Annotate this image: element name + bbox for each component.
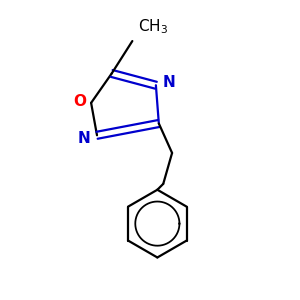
Text: N: N — [77, 131, 90, 146]
Text: CH$_3$: CH$_3$ — [138, 17, 168, 36]
Text: N: N — [163, 75, 175, 90]
Text: O: O — [73, 94, 86, 109]
